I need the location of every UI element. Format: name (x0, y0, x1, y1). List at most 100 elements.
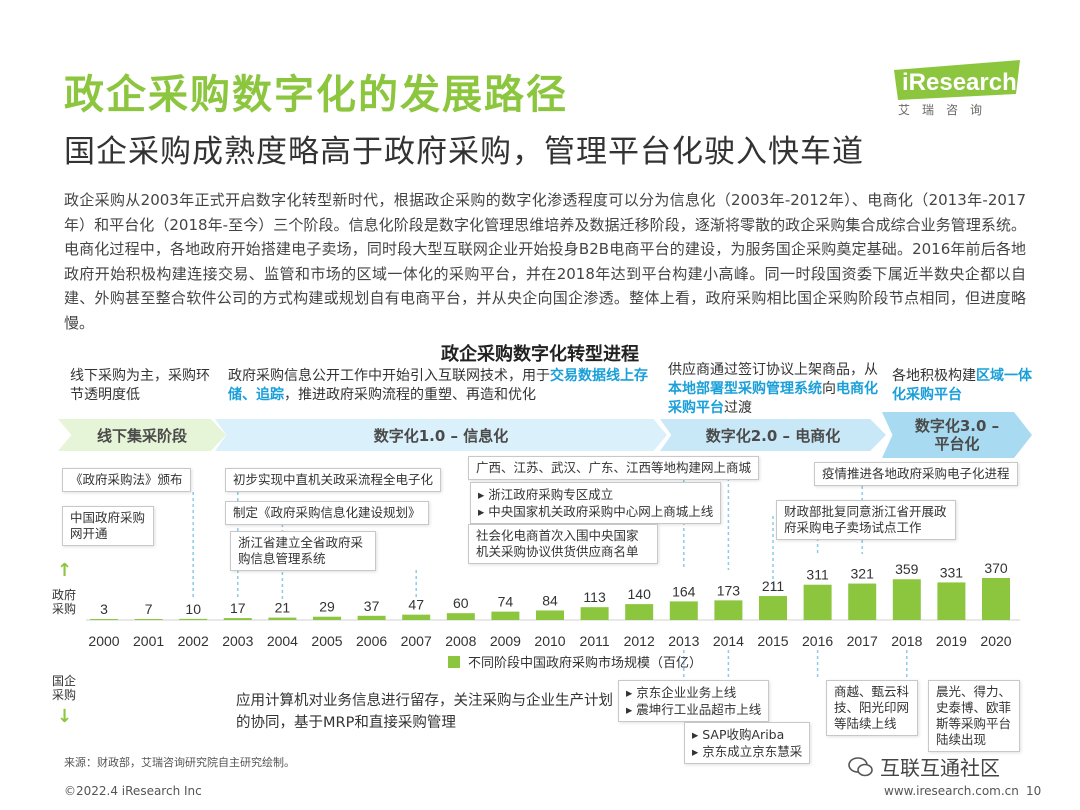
wechat-icon (848, 756, 873, 776)
event-central-mall: ▸ 中央国家机关政府采购中心网上商城上线 (478, 504, 714, 519)
x-tick-2015: 2015 (757, 633, 788, 649)
gov-axis-label: 政府采购 (52, 588, 77, 616)
ecom-desc-text-1: 供应商通过签订协议上架商品，从 (668, 362, 878, 378)
bar-value-2018: 359 (895, 561, 919, 577)
soe-event-stationery-platforms: 晨光、得力、史泰博、欧菲斯等采购平台陆续出现 (928, 680, 1020, 752)
watermark: 互联互通社区 (848, 752, 1000, 781)
bar-value-2013: 164 (672, 583, 696, 599)
bar-value-2002: 10 (185, 601, 201, 617)
x-tick-2005: 2005 (311, 633, 342, 649)
bar-value-2014: 173 (717, 582, 741, 598)
source-note: 来源：财政部，艾瑞咨询研究院自主研究绘制。 (64, 756, 295, 769)
x-tick-2002: 2002 (178, 633, 209, 649)
chart-legend: 不同阶段中国政府采购市场规模（百亿） (448, 652, 702, 671)
page-subtitle: 国企采购成熟度略高于政府采购，管理平台化驶入快车道 (64, 134, 864, 170)
event-zhejiang-pilot: 财政部批复同意浙江省开展政府采购电子卖场试点工作 (776, 500, 956, 540)
footer-website: www.iresearch.com.cn (884, 784, 1019, 798)
info-phase-description: 政府采购信息公开工作中开始引入互联网技术，用于交易数据线上存储、追踪，推进政府采… (228, 367, 656, 405)
soe-event-zkh: ▸ 震坤行工业品超市上线 (626, 702, 762, 717)
bar-value-2008: 60 (453, 595, 469, 611)
soe-event-platforms: 商越、甄云科技、阳光印网等陆续上线 (826, 680, 918, 736)
event-info-plan: 制定《政府采购信息化建设规划》 (225, 501, 429, 525)
soe-early-description: 应用计算机对业务信息进行留存，关注采购与企业生产计划的协同，基于MRP和直接采购… (236, 693, 613, 731)
bar-value-2019: 331 (940, 564, 964, 580)
bar-value-2017: 321 (851, 566, 875, 582)
ecom-phase-description: 供应商通过签订协议上架商品，从本地部署型采购管理系统向电商化采购平台过渡 (668, 361, 880, 418)
x-tick-2013: 2013 (668, 633, 699, 649)
bar-value-2001: 7 (145, 601, 153, 617)
x-tick-2014: 2014 (713, 633, 744, 649)
event-zhejiang-system: 浙江省建立全省政府采购信息管理系统 (230, 531, 376, 571)
x-tick-2011: 2011 (580, 633, 610, 649)
bar-value-2010: 84 (542, 592, 558, 608)
bar-2020 (982, 578, 1010, 620)
phase-arrow-digital-3: 数字化3.0 – 平台化 (882, 412, 1032, 458)
bar-2013 (669, 601, 698, 620)
bar-2018 (892, 579, 921, 620)
bar-2009 (491, 611, 520, 620)
ecom-desc-highlight-2: 电商化采购平台 (668, 381, 878, 416)
bar-2011 (580, 607, 609, 620)
x-tick-2009: 2009 (490, 633, 521, 649)
offline-phase-description: 线下采购为主，采购环节透明度低 (70, 368, 210, 403)
soe-event-sap-ariba: ▸ SAP收购Ariba (692, 727, 785, 742)
phase-arrow-offline: 线下集采阶段 (58, 419, 226, 451)
bar-value-2012: 140 (628, 586, 652, 602)
soe-event-jd-huicai: ▸ 京东成立京东慧采 (692, 744, 803, 759)
ecom-desc-highlight-1: 本地部署型采购管理系统 (668, 381, 822, 397)
event-social-ecommerce: 社会化电商首次入围中央国家机关采购协议供货供应商名单 (468, 524, 658, 564)
event-zhejiang-zone-group: ▸ 浙江政府采购专区成立 ▸ 中央国家机关政府采购中心网上商城上线 (470, 482, 722, 524)
x-tick-2016: 2016 (802, 633, 833, 649)
info-desc-text-1: 政府采购信息公开工作中开始引入互联网技术，用于 (228, 368, 550, 384)
bar-2007 (402, 614, 431, 620)
bar-2017 (848, 583, 877, 620)
bar-2003 (223, 618, 252, 620)
event-pandemic: 疫情推进各地政府采购电子化进程 (814, 462, 1018, 486)
bar-2012 (625, 604, 654, 620)
x-tick-2001: 2001 (133, 633, 164, 649)
bar-value-2007: 47 (408, 597, 424, 613)
iresearch-logo: iResearch (894, 60, 1020, 100)
plat-desc-text: 各地积极构建 (892, 368, 976, 384)
plat-desc-highlight: 区域一体化采购平台 (892, 368, 1032, 403)
bar-2015 (759, 596, 787, 620)
bar-2001 (134, 619, 163, 620)
bar-value-2005: 29 (319, 599, 335, 615)
bar-2014 (714, 600, 743, 620)
footer-copyright: ©2022.4 iResearch Inc (64, 784, 202, 798)
bar-value-2006: 37 (364, 598, 380, 614)
x-tick-2000: 2000 (88, 633, 119, 649)
event-central-full-electronic: 初步实现中直机关政采流程全电子化 (225, 468, 442, 492)
svg-text:iResearch: iResearch (902, 69, 1017, 96)
x-tick-2010: 2010 (534, 633, 565, 649)
bar-value-2016: 311 (806, 567, 829, 583)
soe-axis-label: 国企采购 (52, 674, 77, 702)
x-tick-2006: 2006 (356, 633, 387, 649)
bar-2019 (937, 582, 966, 620)
soe-event-jd-zkh: ▸ 京东企业业务上线 ▸ 震坤行工业品超市上线 (618, 680, 770, 722)
bar-2005 (313, 616, 341, 620)
platform-phase-description: 各地积极构建区域一体化采购平台 (892, 367, 1032, 405)
x-tick-2020: 2020 (980, 633, 1011, 649)
event-online-malls: 广西、江苏、武汉、广东、江西等地构建网上商城 (468, 456, 760, 480)
soe-event-sap-jd: ▸ SAP收购Ariba ▸ 京东成立京东慧采 (684, 722, 811, 764)
bar-value-2011: 113 (583, 589, 606, 605)
x-tick-2019: 2019 (936, 633, 967, 649)
bar-value-2015: 211 (762, 578, 785, 594)
info-desc-text-2: ，推进政府采购流程的重塑、再造和优化 (284, 387, 536, 403)
x-tick-2018: 2018 (891, 633, 922, 649)
logo-subtitle: 艾瑞咨询 (898, 103, 995, 117)
phase-3-line-1: 数字化3.0 – (914, 417, 1000, 435)
legend-label: 不同阶段中国政府采购市场规模（百亿） (468, 656, 703, 671)
x-tick-2007: 2007 (401, 633, 432, 649)
phase-arrow-digital-1: 数字化1.0 – 信息化 (215, 419, 667, 451)
info-desc-highlight: 交易数据线上存储、追踪 (228, 368, 648, 403)
x-tick-2012: 2012 (624, 633, 655, 649)
bar-2000 (90, 619, 118, 620)
x-tick-2003: 2003 (222, 633, 253, 649)
event-procurement-law: 《政府采购法》颁布 (62, 468, 191, 492)
bar-value-2009: 74 (498, 594, 514, 610)
intro-paragraph: 政企采购从2003年正式开启数字化转型新时代，根据政企采购的数字化渗透程度可以分… (64, 191, 1026, 332)
event-ccgp-launch: 中国政府采购网开通 (62, 506, 154, 546)
